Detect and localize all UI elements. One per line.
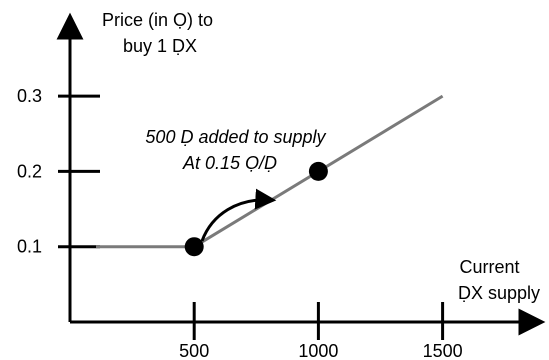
- y-axis-title: Price (in Ọ) to buy 1 ḌX: [102, 10, 218, 56]
- y-axis-title-line-2: buy 1 ḌX: [123, 36, 197, 56]
- x-tick-label: 1500: [423, 341, 463, 360]
- y-tick-label: 0.1: [17, 237, 42, 257]
- annotation-line-2: At 0.15 Ọ/Ḍ: [182, 153, 277, 173]
- annotation-line-1: 500 Ḍ added to supply: [145, 127, 326, 147]
- x-axis-title-line-2: ḌX supply: [458, 283, 540, 303]
- x-ticks: 500 1000 1500: [179, 302, 463, 360]
- data-point: [184, 237, 204, 257]
- x-tick-label: 500: [179, 341, 209, 360]
- y-ticks: 0.1 0.2 0.3: [17, 86, 100, 257]
- y-tick-label: 0.2: [17, 161, 42, 181]
- x-axis-title-line-1: Current: [459, 257, 519, 277]
- annotation: 500 Ḍ added to supply At 0.15 Ọ/Ḍ: [145, 127, 330, 173]
- y-axis-title-line-1: Price (in Ọ) to: [102, 10, 213, 30]
- data-point: [308, 161, 328, 181]
- y-tick-label: 0.3: [17, 86, 42, 106]
- x-tick-label: 1000: [298, 341, 338, 360]
- markers: [184, 161, 328, 257]
- annotation-arrow: [200, 188, 277, 242]
- x-axis-title: Current ḌX supply: [458, 257, 540, 303]
